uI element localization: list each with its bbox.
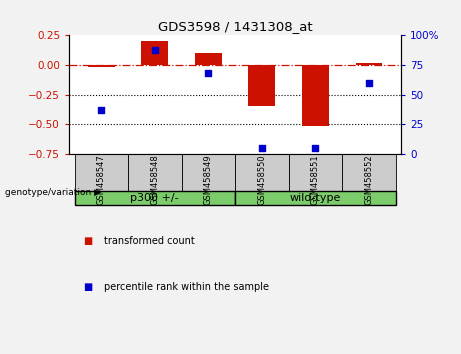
Point <box>151 47 159 52</box>
Point <box>98 107 105 113</box>
FancyBboxPatch shape <box>182 154 235 191</box>
Point <box>258 145 266 150</box>
FancyBboxPatch shape <box>75 154 128 191</box>
FancyBboxPatch shape <box>235 154 289 191</box>
Bar <box>195 53 222 65</box>
Bar <box>248 65 275 106</box>
FancyBboxPatch shape <box>289 154 342 191</box>
Point <box>312 145 319 150</box>
Text: GSM458552: GSM458552 <box>365 155 373 205</box>
Text: genotype/variation ▶: genotype/variation ▶ <box>5 188 100 198</box>
Bar <box>142 41 168 65</box>
FancyBboxPatch shape <box>128 154 182 191</box>
Text: GSM458547: GSM458547 <box>97 155 106 205</box>
Text: GSM458549: GSM458549 <box>204 155 213 205</box>
Title: GDS3598 / 1431308_at: GDS3598 / 1431308_at <box>158 20 313 33</box>
Text: GSM458550: GSM458550 <box>257 155 266 205</box>
Bar <box>302 65 329 126</box>
Bar <box>355 63 382 65</box>
Text: percentile rank within the sample: percentile rank within the sample <box>104 282 269 292</box>
Bar <box>88 65 115 67</box>
Text: GSM458548: GSM458548 <box>150 155 160 205</box>
Text: ■: ■ <box>83 236 92 246</box>
Text: wild-type: wild-type <box>290 193 341 203</box>
Text: GSM458551: GSM458551 <box>311 155 320 205</box>
FancyBboxPatch shape <box>75 191 235 205</box>
Point <box>205 70 212 76</box>
FancyBboxPatch shape <box>342 154 396 191</box>
Text: ■: ■ <box>83 282 92 292</box>
Text: transformed count: transformed count <box>104 236 195 246</box>
Point <box>365 80 372 86</box>
Text: p300 +/-: p300 +/- <box>130 193 179 203</box>
FancyBboxPatch shape <box>235 191 396 205</box>
